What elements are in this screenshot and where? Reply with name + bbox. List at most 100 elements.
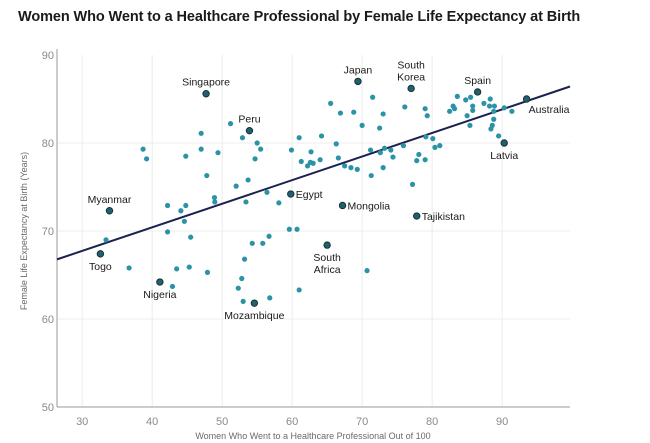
highlighted-point (473, 88, 482, 96)
data-point (437, 143, 443, 149)
data-point (266, 233, 272, 239)
data-point (364, 268, 370, 274)
y-tick-label: 60 (42, 314, 54, 326)
data-point (258, 146, 264, 152)
highlighted-point (202, 90, 210, 98)
data-point (227, 121, 234, 127)
point-label: Mongolia (348, 200, 391, 212)
point-label: South (313, 252, 341, 264)
point-label: Mozambique (224, 310, 284, 322)
data-point (509, 108, 515, 114)
data-point (318, 133, 325, 139)
highlighted-point (156, 278, 164, 286)
data-point (388, 147, 394, 153)
data-point (342, 163, 348, 169)
data-point (164, 229, 171, 235)
trendline-group (56, 85, 571, 261)
data-point (354, 166, 360, 172)
data-point (377, 125, 383, 131)
data-point (140, 146, 146, 152)
highlighted-point (407, 84, 415, 93)
data-point (348, 165, 354, 171)
data-point (368, 172, 374, 179)
data-point (409, 181, 416, 187)
data-point (432, 144, 438, 150)
data-point (467, 122, 473, 128)
data-point (491, 103, 498, 109)
data-point (103, 237, 109, 243)
data-point (296, 135, 302, 141)
highlighted-point (287, 190, 295, 198)
data-point (188, 234, 194, 240)
highlighted-point (105, 207, 114, 215)
point-label: South (397, 59, 425, 71)
point-label: Japan (344, 64, 373, 76)
data-point (304, 163, 311, 169)
data-point (422, 157, 428, 163)
point-label: Myanmar (88, 194, 132, 206)
data-point (337, 110, 344, 116)
data-point (422, 106, 428, 112)
x-tick-label: 90 (496, 416, 508, 428)
highlighted-point (245, 126, 254, 135)
data-point (212, 199, 218, 205)
data-point (235, 285, 241, 291)
data-point (491, 108, 497, 114)
y-tick-label: 50 (42, 402, 54, 414)
data-point (296, 287, 302, 293)
data-point (211, 194, 218, 201)
highlighted-points-group: Togo Myanmar Nigeria Singapore Peru Mozambiqu… (88, 59, 570, 322)
data-point (286, 226, 292, 232)
data-point (239, 275, 245, 282)
data-point (245, 177, 251, 183)
point-label: Korea (397, 71, 425, 83)
data-point (204, 269, 211, 275)
data-point (239, 135, 246, 141)
y-tick-label: 90 (42, 50, 54, 62)
data-point (481, 100, 487, 106)
data-point (463, 97, 469, 103)
data-point (470, 103, 476, 109)
point-label: Spain (464, 75, 491, 87)
chart-title: Women Who Went to a Healthcare Professio… (18, 9, 581, 25)
x-tick-label: 60 (286, 416, 298, 428)
data-point (310, 160, 316, 166)
data-point (215, 150, 221, 156)
x-tick-label: 70 (356, 416, 368, 428)
data-point (424, 113, 430, 119)
data-point (488, 126, 494, 132)
data-point (294, 226, 300, 232)
data-point (288, 147, 295, 153)
axes (56, 49, 570, 408)
data-point (400, 143, 407, 149)
points-group (103, 93, 515, 304)
point-label: Nigeria (143, 289, 176, 301)
highlighted-point (354, 77, 362, 86)
data-point (181, 218, 187, 224)
data-point (423, 134, 429, 140)
data-point (390, 154, 396, 160)
data-point (402, 104, 408, 110)
data-point (496, 133, 502, 139)
x-tick-label: 80 (426, 416, 438, 428)
point-label: Australia (529, 104, 570, 116)
highlighted-point (338, 201, 347, 210)
highlighted-point (96, 250, 105, 258)
data-point (198, 146, 204, 152)
highlighted-point (413, 212, 421, 220)
highlighted-point (500, 139, 508, 147)
data-point (198, 130, 204, 136)
data-point (178, 208, 184, 214)
data-point (468, 94, 474, 100)
highlighted-point (522, 95, 531, 103)
data-point (381, 145, 388, 151)
data-point (501, 105, 507, 111)
highlighted-point (250, 299, 259, 307)
x-tick-label: 50 (216, 416, 228, 428)
data-point (240, 298, 246, 304)
data-point (183, 202, 189, 209)
data-point (183, 153, 189, 159)
data-point (169, 283, 176, 290)
point-label: Togo (89, 261, 112, 273)
data-point (416, 151, 422, 158)
